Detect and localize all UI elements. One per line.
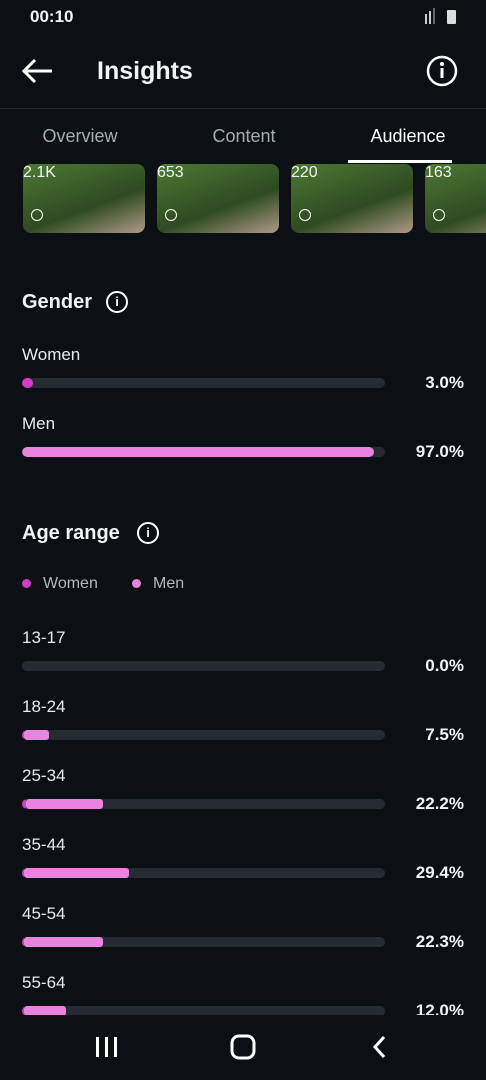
row-label: 18-24 <box>22 697 66 716</box>
bar-segment <box>24 868 129 878</box>
bar-segment <box>26 799 103 809</box>
reach-icon <box>165 209 177 221</box>
bar-segment <box>23 730 50 740</box>
post-thumbnail[interactable]: 163 <box>425 164 486 233</box>
back-button[interactable] <box>20 56 56 86</box>
tab-indicator <box>348 160 452 163</box>
value-label: 22.2% <box>415 794 464 813</box>
content: 2.1K 653 220 163 Gender i Women 3.0% Men 97.0% Age… <box>0 163 486 1015</box>
bar-segment <box>23 937 103 947</box>
reach-count: 220 <box>291 164 318 181</box>
post-thumbnail[interactable]: 220 <box>291 164 413 233</box>
value-label: 29.4% <box>415 863 464 882</box>
reach-count: 2.1K <box>23 164 56 181</box>
row-label: 25-34 <box>22 766 66 785</box>
row-label: Women <box>22 345 81 364</box>
value-label: 7.5% <box>425 725 464 744</box>
row-label: 45-54 <box>22 904 66 923</box>
bar-segment <box>22 730 24 740</box>
bar-track <box>22 378 385 388</box>
bar-track <box>22 868 385 878</box>
bar <box>22 378 33 388</box>
legend-label: Men <box>153 575 185 592</box>
reach-count: 653 <box>157 164 184 181</box>
post-thumbnail[interactable]: 2.1K <box>23 164 145 233</box>
tab[interactable]: Content <box>212 126 276 146</box>
bar-track <box>22 661 385 671</box>
value-label: 0.0% <box>425 656 464 675</box>
value-label: 97.0% <box>415 442 464 461</box>
reach-icon <box>299 209 311 221</box>
info-icon: i <box>137 522 159 544</box>
section-title: Age range <box>22 522 120 544</box>
bar-track <box>22 1006 385 1015</box>
status-time: 00:10 <box>30 7 74 26</box>
bar-track <box>22 937 385 947</box>
row-label: 35-44 <box>22 835 66 854</box>
value-label: 3.0% <box>425 373 464 392</box>
reach-icon <box>31 209 43 221</box>
bar <box>22 447 375 457</box>
legend-dot <box>132 579 141 588</box>
bar-segment <box>22 799 27 809</box>
row-label: 55-64 <box>22 973 66 992</box>
nav-bar <box>96 1034 386 1060</box>
tab[interactable]: Audience <box>370 126 446 146</box>
value-label: 12.0% <box>415 1001 464 1015</box>
value-label: 22.3% <box>415 932 464 951</box>
info-icon: i <box>106 291 128 313</box>
page-title: Insights <box>97 57 193 85</box>
info-button[interactable] <box>426 55 458 87</box>
bar-track <box>22 447 385 457</box>
legend-label: Women <box>43 575 98 592</box>
divider <box>0 108 486 109</box>
row-label: 13-17 <box>22 628 66 647</box>
reach-icon <box>433 209 445 221</box>
status-icons <box>425 8 456 24</box>
bar-segment <box>23 1006 66 1015</box>
reach-count: 163 <box>425 164 452 181</box>
bar-segment <box>22 868 25 878</box>
section-title: Gender <box>22 291 93 313</box>
bar-track <box>22 730 385 740</box>
bar-segment <box>22 937 24 947</box>
tab[interactable]: Overview <box>42 126 118 146</box>
bar-segment <box>22 1006 24 1015</box>
legend-dot <box>22 579 31 588</box>
bar-track <box>22 799 385 809</box>
post-thumbnail[interactable]: 653 <box>157 164 279 233</box>
row-label: Men <box>22 414 56 433</box>
